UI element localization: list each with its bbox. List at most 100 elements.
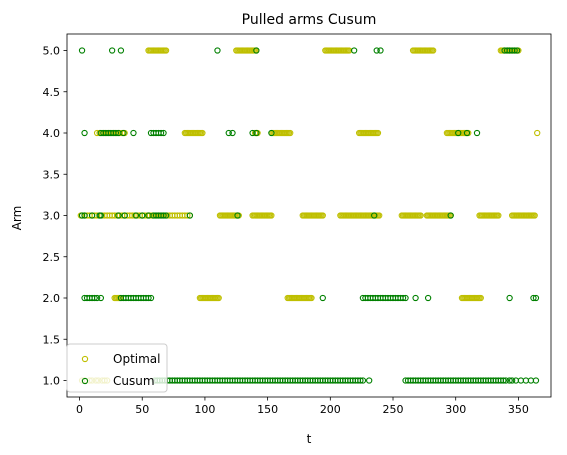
x-tick-label: 0 xyxy=(76,403,83,416)
y-tick-label: 1.0 xyxy=(43,375,61,388)
data-point xyxy=(502,377,510,384)
data-point xyxy=(121,212,128,219)
data-point xyxy=(78,47,86,54)
data-point xyxy=(429,47,437,54)
data-point xyxy=(532,294,540,302)
data-point xyxy=(508,377,516,384)
data-point xyxy=(115,212,122,219)
data-point xyxy=(130,129,137,137)
y-tick-label: 3.5 xyxy=(43,168,61,181)
data-point xyxy=(513,47,521,54)
data-point xyxy=(215,294,222,302)
data-point xyxy=(366,377,373,384)
data-point xyxy=(455,129,462,137)
y-tick-label: 2.5 xyxy=(43,251,61,264)
y-axis-label: Arm xyxy=(10,206,24,231)
axes: 0 50 100 150 200 250 300 350 1.0 1.5 2.0 2.5 3.0 3.5 4… xyxy=(43,33,552,416)
data-point xyxy=(81,212,88,219)
data-point xyxy=(93,294,101,302)
legend: Optimal Cusum xyxy=(66,343,168,393)
y-tick-label: 1.5 xyxy=(43,333,61,346)
y-tick-label: 2.0 xyxy=(43,292,61,305)
data-point xyxy=(162,212,170,219)
data-point xyxy=(249,129,256,137)
data-point xyxy=(506,294,513,302)
legend-label-optimal: Optimal xyxy=(113,352,160,366)
data-point xyxy=(319,212,326,219)
x-tick-label: 200 xyxy=(320,403,341,416)
data-point xyxy=(506,377,513,384)
data-point xyxy=(91,294,98,302)
data-point xyxy=(120,129,127,137)
data-point xyxy=(319,294,326,302)
data-point xyxy=(186,212,194,219)
data-point xyxy=(287,129,294,137)
legend-label-cusum: Cusum xyxy=(113,374,155,388)
data-point xyxy=(117,47,125,54)
data-point xyxy=(160,129,167,137)
data-point xyxy=(112,129,120,137)
y-tick-label: 4.5 xyxy=(43,86,61,99)
data-point xyxy=(199,129,206,137)
data-point xyxy=(534,129,541,137)
data-point xyxy=(145,294,152,302)
data-point xyxy=(78,212,86,219)
x-tick-label: 150 xyxy=(257,403,278,416)
y-tick-label: 3.0 xyxy=(43,210,61,223)
data-point xyxy=(97,294,105,302)
data-point xyxy=(402,294,409,302)
data-point xyxy=(511,47,518,54)
data-point xyxy=(495,212,502,219)
data-point xyxy=(399,294,407,302)
data-point xyxy=(377,47,384,54)
data-point xyxy=(268,212,275,219)
x-tick-label: 350 xyxy=(508,403,529,416)
data-point xyxy=(225,129,232,137)
data-point xyxy=(531,212,538,219)
data-point xyxy=(424,294,432,302)
x-axis-label: t xyxy=(307,432,312,446)
data-point xyxy=(253,129,260,137)
plot-area xyxy=(77,47,541,384)
data-point xyxy=(162,47,170,54)
data-point xyxy=(530,294,537,302)
data-point xyxy=(473,129,481,137)
data-point xyxy=(308,294,315,302)
data-point xyxy=(234,212,241,219)
data-point xyxy=(447,212,454,219)
data-point xyxy=(500,377,507,384)
legend-box xyxy=(66,343,168,393)
data-point xyxy=(359,377,367,384)
data-point xyxy=(147,294,155,302)
data-point xyxy=(268,129,275,137)
data-point xyxy=(132,212,140,219)
data-point xyxy=(184,212,191,219)
data-point xyxy=(253,47,260,54)
data-point xyxy=(229,129,236,137)
data-point xyxy=(357,377,364,384)
x-tick-label: 300 xyxy=(445,403,466,416)
x-tick-label: 100 xyxy=(194,403,215,416)
legend-marker-cusum xyxy=(81,377,89,385)
data-point xyxy=(417,212,424,219)
chart-title: Pulled arms Cusum xyxy=(242,12,377,28)
data-point xyxy=(374,129,382,137)
y-tick-label: 5.0 xyxy=(43,45,61,58)
data-point xyxy=(108,47,116,54)
legend-marker-optimal xyxy=(81,355,89,363)
data-point xyxy=(532,377,540,384)
series-cusum xyxy=(78,47,540,384)
x-tick-label: 50 xyxy=(135,403,149,416)
y-tick-label: 4.0 xyxy=(43,127,61,140)
x-tick-label: 250 xyxy=(383,403,404,416)
data-point xyxy=(214,47,221,54)
data-point xyxy=(477,294,484,302)
data-point xyxy=(81,129,88,137)
data-point xyxy=(160,212,167,219)
data-point xyxy=(412,294,419,302)
data-point xyxy=(88,212,96,219)
data-point xyxy=(373,47,380,54)
data-point xyxy=(139,212,146,219)
data-point xyxy=(97,212,105,219)
